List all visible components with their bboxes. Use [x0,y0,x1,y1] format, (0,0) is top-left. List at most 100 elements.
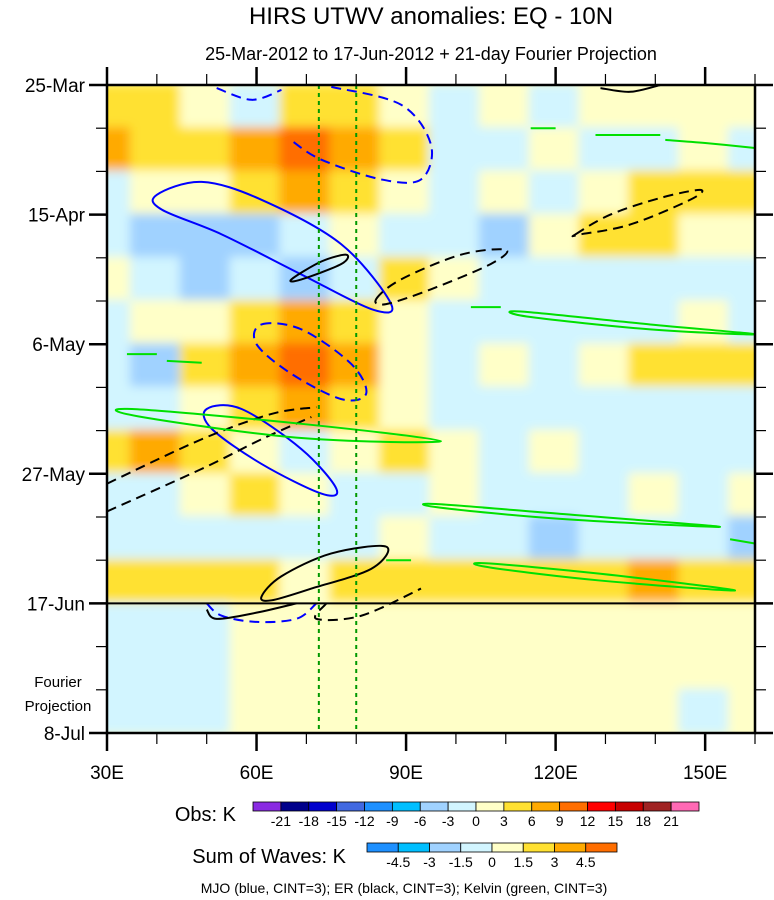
y-tick-label: 27-May [22,465,86,486]
obs-colorbar-label: Obs: K [175,804,237,826]
obs-colorbar-box [419,801,449,812]
heatmap-cell [728,127,755,173]
heatmap-cell [379,602,433,648]
heatmap-cell [279,559,334,605]
heatmap-cell [179,256,234,302]
heatmap-cell [628,602,683,648]
heatmap-cell [478,602,533,648]
heatmap-cell [478,170,533,216]
heatmap-cell [279,170,334,216]
heatmap-cell [578,688,633,733]
waves-colorbar-box [491,842,524,853]
heatmap-cell [728,213,755,259]
heatmap-cell [179,127,234,173]
heatmap-cell [578,127,633,173]
er-contour [571,188,704,238]
heatmap-cell [678,213,733,259]
obs-colorbar-level-label: -3 [442,813,455,829]
heatmap-cell [728,85,755,130]
heatmap-cell [129,645,184,691]
heatmap-cell [379,688,433,733]
obs-colorbar-box [308,801,338,812]
obs-colorbar-level-label: 21 [663,813,679,829]
y-tick-label: 25-Mar [25,76,86,97]
heatmap-cell [329,645,384,691]
heatmap-cell [528,602,583,648]
heatmap-cell [129,559,184,605]
waves-colorbar-box [460,842,493,853]
heatmap-cell [478,343,533,389]
mjo-contour [252,322,368,402]
heatmap-cell [379,386,433,432]
heatmap-cell [628,429,683,475]
heatmap-cell [229,300,284,346]
heatmap-cell [628,343,683,389]
heatmap-cell [129,688,184,733]
heatmap-cell [107,213,134,259]
er-contour [260,544,390,602]
heatmap-cell [678,472,733,518]
heatmap-cell [229,343,284,389]
waves-colorbar: Sum of Waves: K -4.5 -3 -1.5 0 1.5 3 4.5 [192,842,618,870]
mjo-contour [206,602,318,624]
obs-colorbar-box [642,801,672,812]
heatmap-cell [179,170,234,216]
er-contour [374,248,509,306]
waves-colorbar-level-label: 4.5 [576,854,596,870]
heatmap-cell [429,127,483,173]
heatmap-cell [229,386,284,432]
heatmap-cell [528,516,583,562]
heatmap-cell [478,213,533,259]
projection-label: Fourier Projection [25,674,92,715]
mjo-contour [216,87,282,101]
er-contour [314,587,422,622]
heatmap-cell [628,256,683,302]
y-tick-label: 17-Jun [27,594,85,615]
obs-colorbar-box [587,801,616,812]
obs-colorbar-level-label: 0 [472,813,480,829]
obs-colorbar-level-label: -12 [354,813,374,829]
heatmap-cell [728,170,755,216]
heatmap-cell [528,688,583,733]
heatmap-cell [379,559,433,605]
heatmap-cell [528,343,583,389]
heatmap-cell [279,256,334,302]
heatmap-cell [678,256,733,302]
heatmap-cell [129,472,184,518]
heatmap-cell [229,85,284,130]
heatmap-cell [478,645,533,691]
waves-colorbar-level-label: -4.5 [386,854,410,870]
obs-colorbar-level-label: 18 [635,813,651,829]
heatmap-cell [728,602,755,648]
heatmap-cell [229,688,284,733]
heatmap-cell [478,386,533,432]
heatmap-cell [578,602,633,648]
heatmap-cell [129,300,184,346]
kelvin-contour [166,359,202,364]
heatmap-cell [678,429,733,475]
heatmap-cell [429,386,483,432]
y-tick-label: 15-Apr [28,206,86,227]
heatmap-cell [628,472,683,518]
reference-lines [107,85,755,733]
heatmap-cell [528,127,583,173]
heatmap-cell [528,170,583,216]
heatmap-cell [678,602,733,648]
obs-colorbar-level-label: 3 [500,813,508,829]
heatmap-cell [478,256,533,302]
waves-colorbar-box [429,842,462,853]
heatmap-cell [728,256,755,302]
x-tick-label: 90E [389,763,423,784]
obs-colorbar-box [475,801,505,812]
heatmap-cell [379,85,433,130]
heatmap-cell [229,429,284,475]
heatmap-cell [429,516,483,562]
contour-legend-note: MJO (blue, CINT=3); ER (black, CINT=3); … [201,880,608,896]
heatmap-cell [429,429,483,475]
obs-colorbar-box [280,801,310,812]
waves-colorbar-level-label: 1.5 [514,854,534,870]
heatmap-cell [578,429,633,475]
obs-colorbar-box [670,801,700,812]
heatmap-cell [229,127,284,173]
